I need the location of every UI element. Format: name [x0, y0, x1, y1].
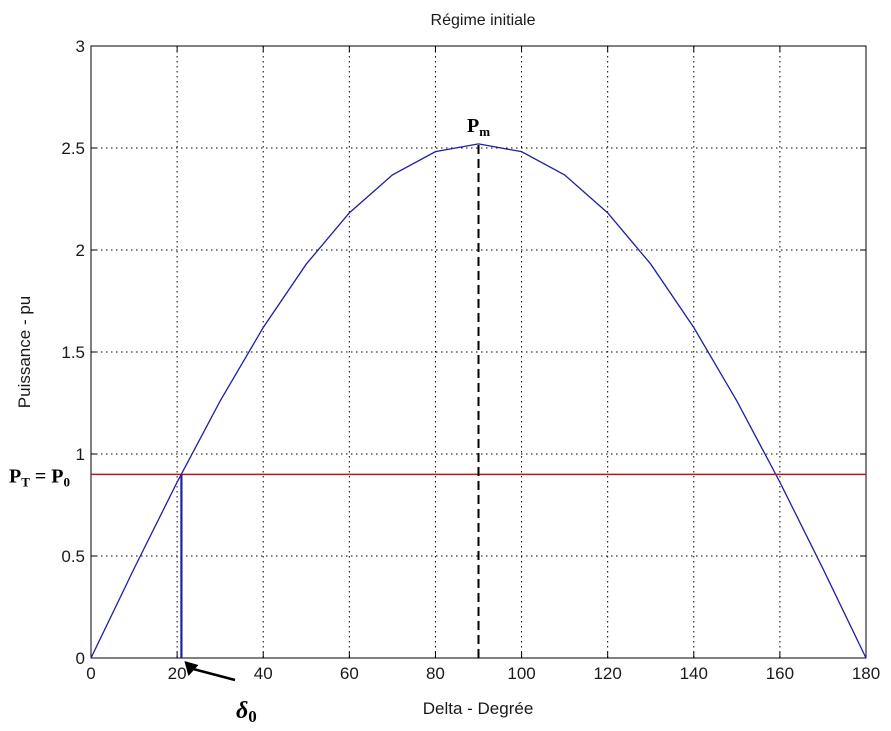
x-tick-label: 160: [766, 664, 794, 683]
axis-ticks: 0 20 40 60 80 100 120 140 160 180 0 0.5 1 1.5 2 2.5 3: [61, 37, 880, 683]
delta0-arrow-head: [184, 661, 199, 676]
delta0-label: δ0: [236, 698, 257, 726]
x-tick-label: 80: [426, 664, 445, 683]
x-tick-label: 100: [507, 664, 535, 683]
y-tick-label: 1: [76, 445, 85, 464]
series-layer: [90, 143, 867, 659]
y-tick-label: 0.5: [61, 547, 85, 566]
pt-p0-label: PT = P0: [9, 465, 70, 489]
x-tick-label: 180: [852, 664, 880, 683]
x-tick-label: 0: [86, 664, 95, 683]
y-tick-label: 2: [76, 241, 85, 260]
x-tick-label: 20: [168, 664, 187, 683]
y-tick-label: 1.5: [61, 343, 85, 362]
delta0-arrow-shaft: [189, 666, 236, 682]
reference-lines: [91, 143, 866, 658]
x-tick-label: 40: [254, 664, 273, 683]
x-tick-label: 120: [593, 664, 621, 683]
y-tick-label: 3: [76, 37, 85, 56]
x-tick-label: 60: [340, 664, 359, 683]
chart-title: Régime initiale: [431, 12, 536, 29]
y-tick-label: 2.5: [61, 139, 85, 158]
grid-lines: [91, 46, 866, 658]
power-curve-line: [90, 143, 867, 659]
y-axis-label: Puissance - pu: [15, 296, 34, 408]
x-axis-label: Delta - Degrée: [423, 699, 534, 718]
x-tick-label: 140: [680, 664, 708, 683]
y-tick-label: 0: [76, 649, 85, 668]
